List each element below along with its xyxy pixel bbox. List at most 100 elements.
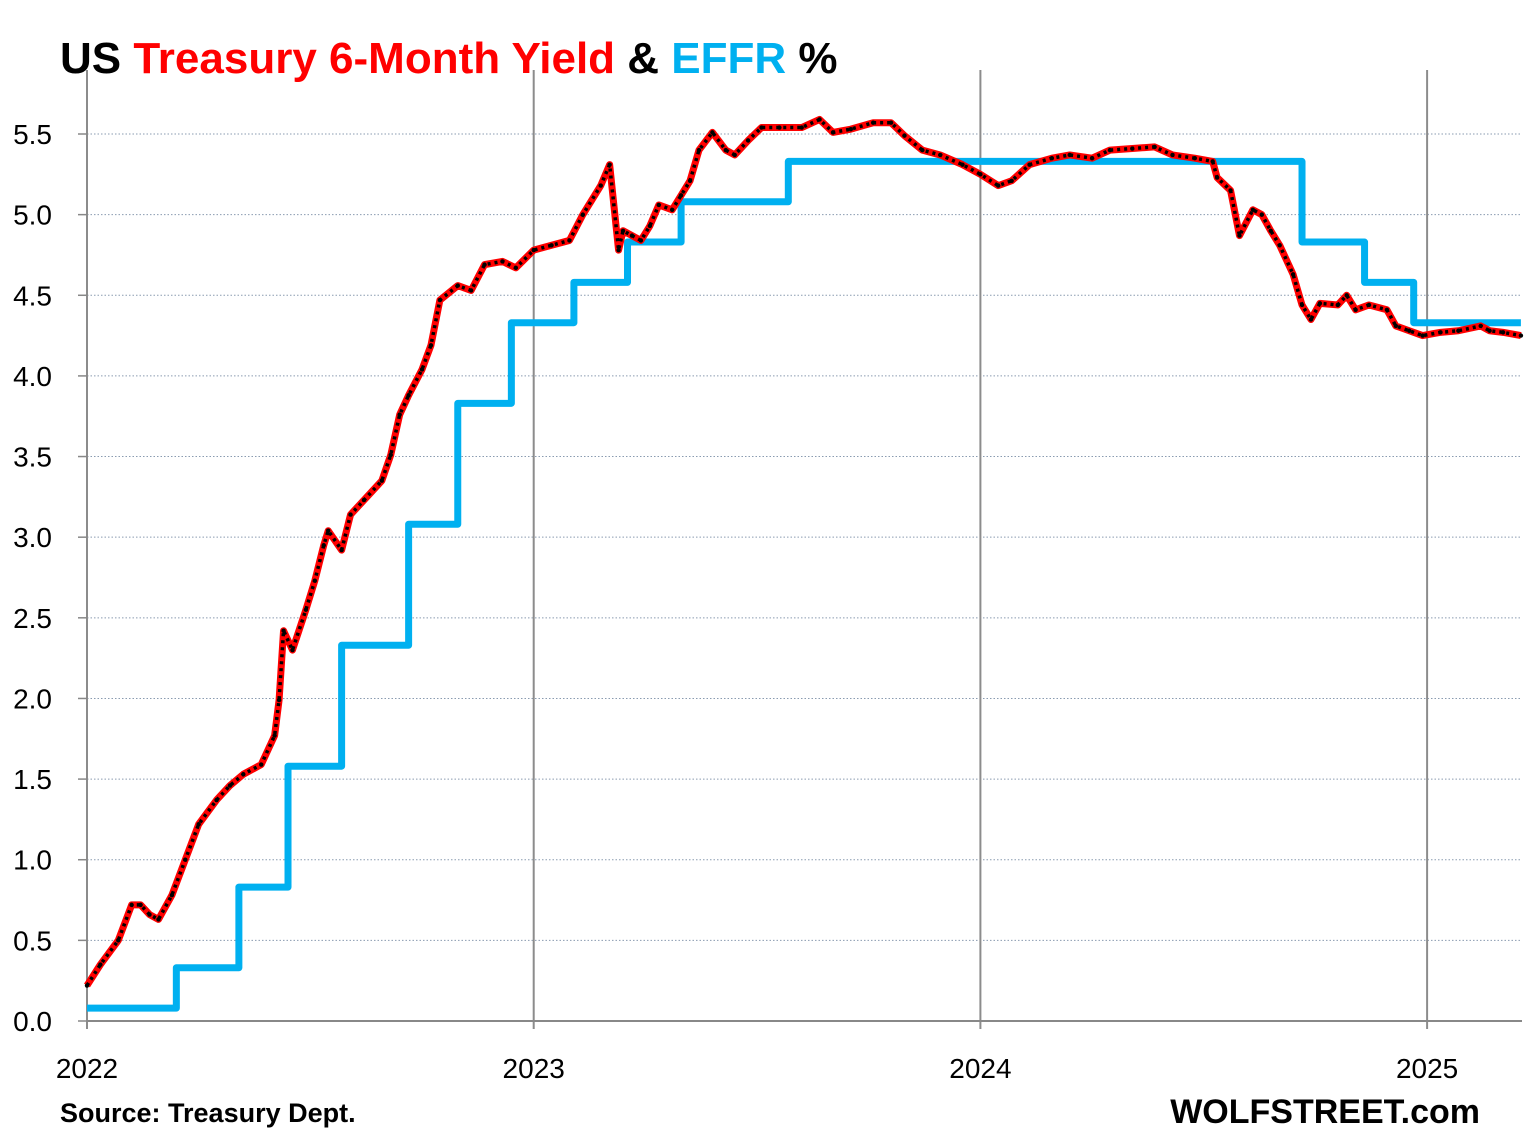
treasury-point [607, 162, 612, 167]
treasury-point [303, 607, 309, 612]
treasury-point [1290, 272, 1296, 277]
source-note: Source: Treasury Dept. [60, 1098, 356, 1128]
treasury-point [1067, 152, 1072, 158]
treasury-point [1308, 317, 1314, 322]
series-treasury-dots [85, 117, 1522, 987]
treasury-point [1214, 175, 1220, 180]
treasury-point [1366, 302, 1372, 308]
treasury-point [920, 147, 925, 153]
treasury-point [656, 202, 661, 208]
treasury-point [549, 243, 554, 248]
treasury-point [169, 893, 175, 898]
treasury-point [290, 647, 295, 653]
treasury-point [147, 912, 152, 917]
treasury-point [1259, 212, 1265, 217]
title-part-treasury: Treasury 6-Month Yield [133, 34, 615, 83]
treasury-point [799, 125, 804, 130]
treasury-point [1237, 233, 1242, 238]
treasury-point [669, 207, 675, 212]
treasury-point [1518, 333, 1524, 338]
treasury-point [321, 543, 326, 548]
treasury-point [848, 126, 854, 132]
treasury-point [214, 797, 219, 803]
y-tick-label: 2.5 [13, 603, 52, 634]
treasury-point [732, 152, 737, 158]
treasury-point [468, 288, 474, 293]
treasury-point [996, 183, 1001, 188]
y-tick-label: 1.0 [13, 845, 52, 876]
treasury-point [1210, 159, 1215, 164]
title-part-effr: EFFR [671, 34, 786, 83]
y-axis: 0.0 0.5 1.0 1.5 2.0 2.5 3.0 3.5 4.0 4.5 5.0 5.5 [13, 119, 87, 1037]
treasury-point [937, 152, 943, 158]
y-tick-label: 5.5 [13, 119, 52, 150]
x-axis: 2022 2023 2024 2025 [56, 1020, 1522, 1084]
treasury-point [1384, 307, 1390, 312]
treasury-point [638, 238, 644, 243]
treasury-point [902, 133, 907, 138]
treasury-point [513, 265, 519, 271]
treasury-point [1268, 228, 1273, 233]
treasury-point [397, 412, 402, 417]
treasury-point [830, 130, 836, 135]
treasury-point [870, 120, 876, 125]
treasury-point [241, 772, 246, 777]
treasury-point [598, 183, 603, 188]
title-part-us: US [60, 34, 133, 83]
treasury-point [196, 822, 201, 827]
treasury-point [777, 125, 782, 130]
treasury-point [406, 393, 411, 398]
treasury-point [1456, 328, 1461, 333]
y-tick-label: 0.0 [13, 1006, 52, 1037]
treasury-point [647, 223, 653, 229]
treasury-point [1500, 330, 1506, 335]
treasury-point [567, 238, 572, 243]
treasury-point [227, 783, 233, 788]
y-tick-label: 2.0 [13, 683, 52, 714]
title-part-amp: & [615, 34, 671, 83]
treasury-point [1478, 323, 1483, 329]
x-tick-label: 2024 [949, 1053, 1011, 1084]
treasury-point [326, 528, 331, 533]
treasury-point [1130, 146, 1135, 151]
treasury-point [678, 193, 684, 198]
treasury-point [696, 147, 702, 153]
gridlines [86, 70, 1522, 1029]
treasury-point [138, 902, 143, 908]
treasury-point [1027, 162, 1032, 167]
treasury-point [116, 938, 121, 943]
treasury-point [759, 125, 764, 130]
x-tick-label: 2023 [503, 1053, 565, 1084]
treasury-point [419, 367, 425, 372]
treasury-point [1250, 207, 1256, 212]
y-tick-label: 0.5 [13, 925, 52, 956]
treasury-point [616, 247, 621, 253]
treasury-point [348, 512, 353, 517]
y-tick-label: 3.5 [13, 442, 52, 473]
y-tick-label: 4.0 [13, 361, 52, 392]
treasury-point [960, 162, 965, 167]
treasury-point [388, 452, 393, 458]
y-tick-label: 4.5 [13, 280, 52, 311]
treasury-point [1353, 307, 1358, 312]
treasury-point [428, 343, 434, 348]
chart-title: US Treasury 6-Month Yield & EFFR % [60, 34, 838, 83]
treasury-point [1152, 144, 1157, 150]
treasury-point [1170, 152, 1175, 158]
x-tick-label: 2022 [56, 1053, 118, 1084]
treasury-point [1438, 330, 1443, 335]
treasury-point [1407, 328, 1412, 333]
series-treasury-line [84, 115, 1522, 988]
treasury-point [455, 283, 460, 288]
treasury-point [276, 697, 282, 703]
title-part-pct: % [786, 34, 837, 83]
treasury-point [687, 178, 693, 183]
treasury-point [500, 259, 505, 264]
treasury-point [629, 233, 635, 238]
treasury-point [580, 212, 586, 217]
treasury-point [817, 117, 822, 122]
treasury-point [1192, 155, 1198, 161]
treasury-point [361, 497, 367, 503]
treasury-point [379, 478, 385, 483]
